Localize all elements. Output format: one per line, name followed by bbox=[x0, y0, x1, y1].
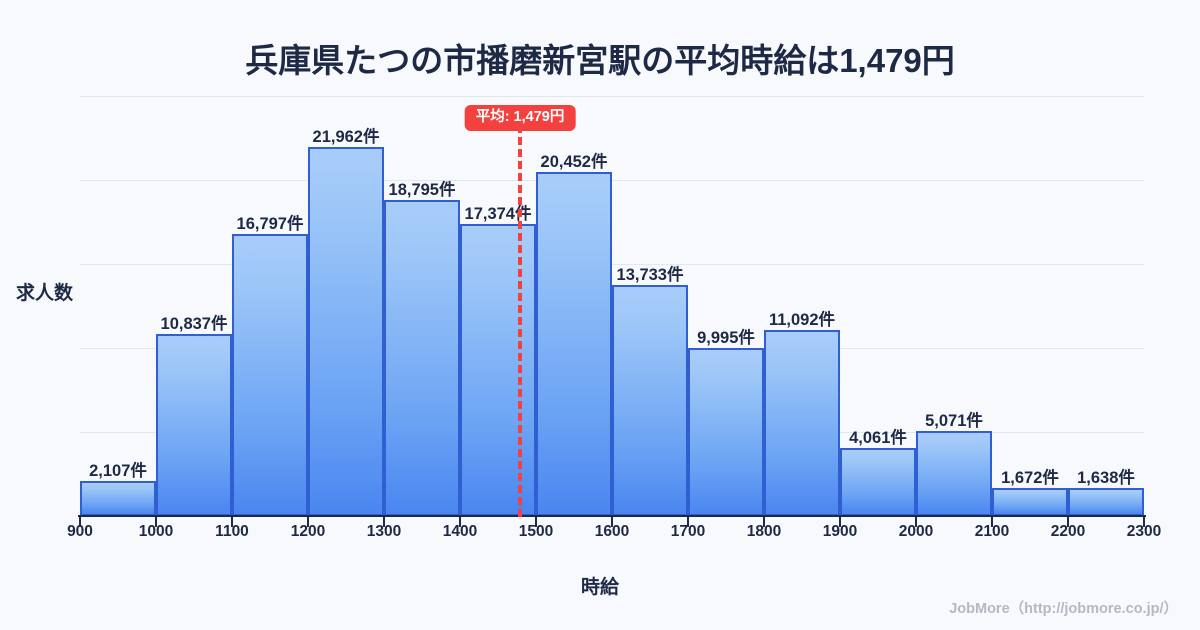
chart-title: 兵庫県たつの市播磨新宮駅の平均時給は1,479円 bbox=[245, 42, 955, 79]
bar-value-label: 16,797件 bbox=[236, 214, 304, 233]
gridline bbox=[80, 264, 1144, 265]
bar[interactable] bbox=[612, 285, 688, 516]
y-axis-title: 求人数 bbox=[16, 283, 74, 304]
bar[interactable] bbox=[764, 329, 840, 516]
bar-value-label: 1,638件 bbox=[1077, 469, 1135, 488]
x-axis-tick-label: 1000 bbox=[138, 523, 174, 540]
x-axis-tick-mark bbox=[535, 517, 537, 527]
x-axis-tick-mark bbox=[79, 517, 81, 527]
gridline bbox=[80, 96, 1144, 97]
footer-credit: JobMore（http://jobmore.co.jp/） bbox=[949, 601, 1178, 617]
x-axis-tick-mark bbox=[915, 517, 917, 527]
bar-value-label: 1,672件 bbox=[1001, 468, 1059, 487]
bar-value-label: 10,837件 bbox=[160, 314, 228, 333]
x-axis-tick-mark bbox=[459, 517, 461, 527]
bar[interactable] bbox=[1068, 488, 1144, 516]
bar[interactable] bbox=[384, 200, 460, 516]
bar[interactable] bbox=[232, 233, 308, 516]
x-axis-tick-mark bbox=[611, 517, 613, 527]
x-axis-tick-label: 1700 bbox=[670, 523, 706, 540]
x-axis-tick-mark bbox=[839, 517, 841, 527]
bar-value-label: 21,962件 bbox=[312, 128, 380, 147]
bar-value-label: 13,733件 bbox=[616, 266, 684, 285]
x-axis-tick-label: 1600 bbox=[594, 523, 630, 540]
bar[interactable] bbox=[156, 333, 232, 516]
bar[interactable] bbox=[688, 348, 764, 516]
x-axis-tick-label: 2000 bbox=[898, 523, 934, 540]
bar-value-label: 5,071件 bbox=[925, 411, 983, 430]
x-axis-tick-label: 1500 bbox=[518, 523, 554, 540]
bar[interactable] bbox=[80, 480, 156, 516]
x-axis-tick-label: 1800 bbox=[746, 523, 782, 540]
x-axis-tick-label: 1100 bbox=[215, 523, 249, 540]
bar-value-label: 17,374件 bbox=[464, 205, 532, 224]
x-axis-tick-label: 900 bbox=[67, 523, 93, 540]
x-axis-tick-label: 1400 bbox=[442, 523, 478, 540]
bar[interactable] bbox=[460, 224, 536, 516]
bar[interactable] bbox=[840, 447, 916, 516]
bar-value-label: 4,061件 bbox=[849, 428, 907, 447]
bar[interactable] bbox=[308, 147, 384, 516]
x-axis-tick-mark bbox=[1143, 517, 1145, 527]
average-line bbox=[518, 125, 523, 517]
bar[interactable] bbox=[536, 172, 612, 516]
bar-value-label: 20,452件 bbox=[540, 153, 608, 172]
x-axis-tick-mark bbox=[763, 517, 765, 527]
gridline bbox=[80, 180, 1144, 181]
average-badge: 平均: 1,479円 bbox=[464, 105, 576, 131]
bar-value-label: 18,795件 bbox=[388, 181, 456, 200]
x-axis-tick-mark bbox=[1067, 517, 1069, 527]
bar-value-label: 2,107件 bbox=[89, 461, 147, 480]
x-axis-tick-label: 2100 bbox=[974, 523, 1010, 540]
x-axis-tick-mark bbox=[687, 517, 689, 527]
x-axis-tick-label: 1300 bbox=[366, 523, 402, 540]
x-axis-tick-label: 2300 bbox=[1126, 523, 1162, 540]
x-axis-tick-label: 1200 bbox=[290, 523, 326, 540]
x-axis-tick-mark bbox=[231, 517, 233, 527]
plot-area bbox=[80, 96, 1144, 516]
x-axis-tick-mark bbox=[383, 517, 385, 527]
bar[interactable] bbox=[916, 430, 992, 516]
x-axis-baseline bbox=[78, 515, 1146, 517]
x-axis-tick-label: 2200 bbox=[1050, 523, 1086, 540]
bar-value-label: 9,995件 bbox=[697, 329, 755, 348]
x-axis-tick-mark bbox=[155, 517, 157, 527]
bar[interactable] bbox=[992, 487, 1068, 516]
x-axis-tick-mark bbox=[307, 517, 309, 527]
x-axis-tick-label: 1900 bbox=[822, 523, 858, 540]
bar-value-label: 11,092件 bbox=[768, 310, 836, 329]
x-axis-title: 時給 bbox=[580, 577, 619, 598]
x-axis-tick-mark bbox=[991, 517, 993, 527]
